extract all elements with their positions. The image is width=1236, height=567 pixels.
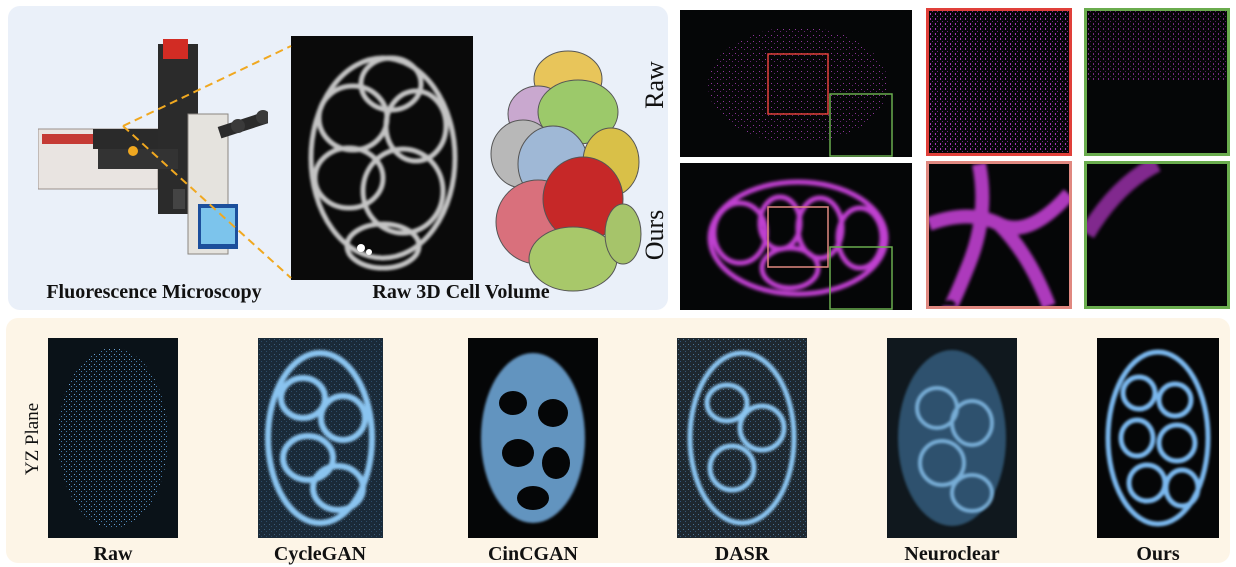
yz-image-neuroclear: [887, 338, 1017, 538]
method-label-cincgan: CinCGAN: [487, 543, 578, 565]
microscope-caption: Fluorescence Microscopy: [46, 281, 262, 303]
method-label-raw: Raw: [93, 543, 133, 565]
guide-lines: [122, 45, 292, 279]
row-label-raw: Raw: [640, 61, 669, 109]
raw-slice-image: [680, 10, 912, 157]
ours-zoom-green: [1084, 161, 1230, 309]
raw-zoom-green: [1084, 8, 1230, 156]
yz-plane-panel: YZ Plane: [6, 318, 1230, 563]
segmented-cells-3d-render: [483, 44, 643, 300]
yz-image-dasr: [677, 338, 807, 538]
ours-slice-image: [680, 163, 912, 310]
raw-cell-volume-image: [291, 36, 473, 280]
acquisition-panel: Fluorescence Microscopy Raw 3D Cell Volu…: [8, 6, 668, 310]
yz-image-ours: [1097, 338, 1219, 538]
yz-image-cincgan: [468, 338, 598, 538]
raw-zoom-red: [926, 8, 1072, 156]
yz-image-cyclegan: [258, 338, 383, 538]
method-label-ours: Ours: [1136, 543, 1180, 565]
volume-caption: Raw 3D Cell Volume: [372, 281, 550, 303]
method-label-cyclegan: CycleGAN: [273, 543, 367, 565]
method-label-neuroclear: Neuroclear: [904, 543, 1000, 565]
yz-plane-label: YZ Plane: [22, 402, 43, 476]
ours-zoom-pink: [926, 161, 1072, 309]
method-label-dasr: DASR: [714, 543, 770, 565]
yz-image-raw: [48, 338, 178, 538]
row-label-ours: Ours: [640, 209, 669, 261]
